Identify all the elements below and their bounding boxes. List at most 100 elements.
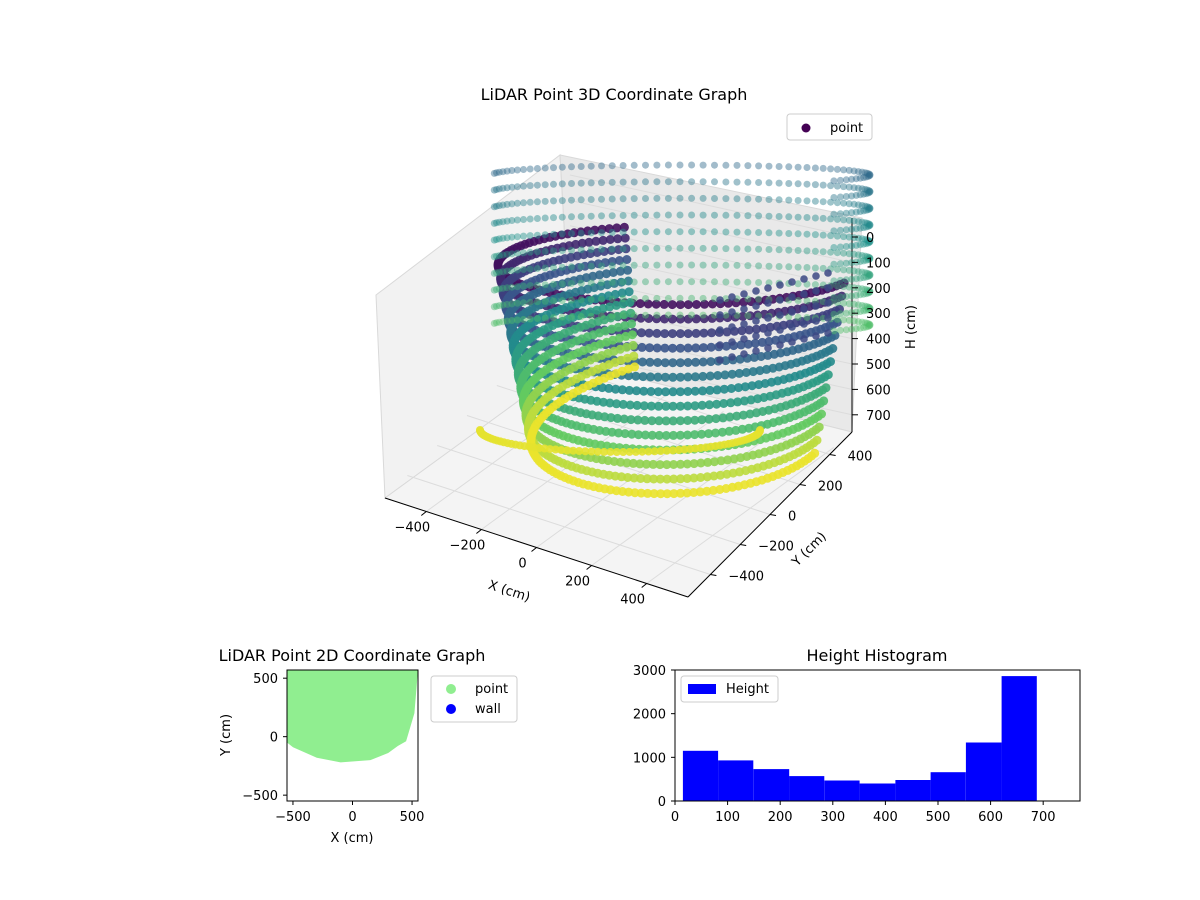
point-marker: [840, 199, 848, 207]
point-marker: [608, 268, 618, 277]
point-marker: [664, 161, 672, 169]
point-marker: [676, 194, 684, 202]
point-marker: [755, 245, 763, 253]
x-tick-label-hist: 100: [715, 810, 740, 825]
point-marker: [637, 328, 646, 338]
point-marker: [854, 318, 862, 326]
point-marker: [691, 343, 701, 353]
point-marker: [490, 303, 498, 311]
point-marker: [495, 318, 503, 326]
point-marker: [856, 324, 864, 332]
point-marker: [619, 448, 628, 456]
point-marker: [503, 317, 511, 325]
point-marker: [862, 306, 870, 314]
point-marker: [845, 300, 853, 308]
point-marker: [592, 248, 602, 257]
point-marker: [840, 266, 848, 274]
point-marker: [794, 263, 802, 271]
point-marker: [503, 267, 511, 275]
point-marker: [631, 371, 641, 381]
point-marker: [754, 380, 764, 390]
point-marker: [653, 261, 661, 269]
point-marker: [668, 416, 678, 426]
point-marker: [785, 180, 793, 187]
point-marker: [819, 181, 827, 189]
point-marker: [675, 430, 685, 440]
point-marker: [752, 332, 760, 340]
point-marker: [688, 261, 696, 269]
point-marker: [577, 196, 585, 204]
point-marker: [627, 429, 637, 439]
point-marker: [744, 195, 752, 203]
point-marker: [499, 201, 507, 209]
point-marker: [865, 255, 873, 263]
x-tick-label-3d: 400: [620, 593, 645, 608]
x-tick-label-hist: 600: [978, 810, 1003, 825]
point-marker: [655, 474, 665, 484]
point-marker: [691, 328, 701, 338]
ticks-hist: 0 100 200 300 400 500 600 700 0 1000 2000 3000: [633, 664, 1056, 825]
point-marker: [627, 330, 637, 340]
point-marker: [699, 311, 707, 319]
point-marker: [842, 226, 850, 234]
point-marker: [865, 203, 873, 211]
point-marker: [803, 164, 811, 171]
point-marker: [866, 188, 874, 196]
point-marker: [788, 293, 796, 301]
point-marker: [864, 306, 872, 314]
point-marker: [577, 279, 585, 287]
chart-2d: LiDAR Point 2D Coordinate Graph −500 0 500…: [219, 646, 518, 846]
x-tick-label-2d: 500: [400, 810, 425, 825]
point-marker: [508, 250, 516, 258]
point-marker: [811, 214, 819, 222]
point-marker: [800, 305, 808, 313]
point-marker: [568, 280, 575, 287]
point-marker: [619, 262, 627, 269]
point-marker: [752, 317, 760, 325]
point-marker: [541, 281, 549, 289]
point-marker: [848, 292, 856, 300]
point-marker: [568, 230, 575, 237]
point-marker: [508, 300, 516, 308]
point-marker: [785, 246, 793, 254]
point-marker: [620, 429, 630, 439]
point-marker: [629, 351, 639, 361]
point-marker: [619, 312, 627, 319]
point-marker: [581, 447, 590, 456]
point-marker: [866, 237, 874, 245]
point-marker: [662, 460, 672, 470]
point-marker: [702, 486, 712, 496]
point-marker: [755, 279, 763, 286]
point-marker: [860, 274, 868, 282]
point-marker: [819, 264, 827, 272]
point-marker: [558, 247, 566, 255]
point-marker: [711, 245, 718, 252]
point-marker: [550, 280, 557, 288]
x-tick-label-3d: −400: [394, 521, 430, 536]
histogram-bars: [682, 676, 1037, 801]
point-marker: [630, 161, 638, 169]
point-marker: [585, 249, 595, 259]
point-marker: [691, 314, 701, 324]
point-marker: [642, 178, 649, 186]
point-marker: [708, 299, 717, 309]
point-marker: [568, 263, 575, 271]
point-marker: [513, 266, 521, 274]
point-marker: [866, 271, 874, 279]
point-marker: [508, 267, 516, 274]
point-marker: [690, 415, 700, 425]
point-marker: [861, 185, 869, 193]
point-marker: [526, 165, 534, 173]
point-marker: [668, 343, 678, 353]
point-marker: [668, 430, 678, 440]
point-marker: [785, 163, 793, 171]
point-marker: [733, 178, 741, 186]
point-marker: [836, 243, 844, 251]
point-marker: [639, 386, 649, 396]
point-marker: [503, 300, 511, 308]
point-marker: [716, 296, 724, 304]
point-marker: [811, 247, 819, 255]
point-marker: [840, 249, 848, 257]
point-marker: [866, 238, 874, 246]
point-marker: [550, 230, 557, 238]
